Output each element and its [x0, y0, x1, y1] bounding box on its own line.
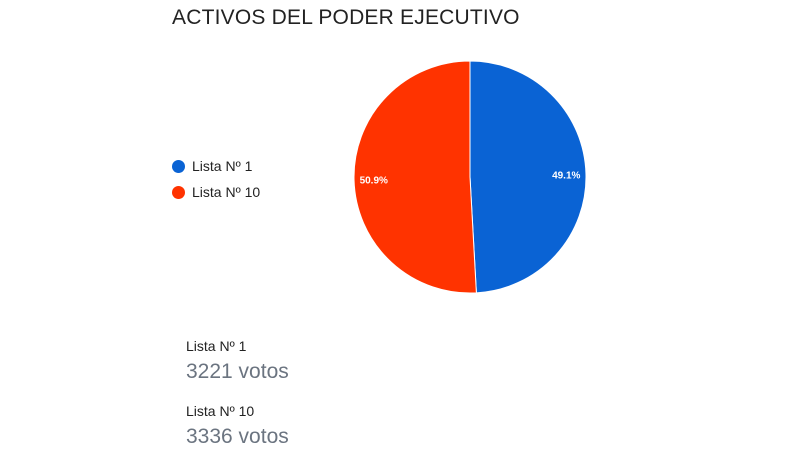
result-name-lista-10: Lista Nº 10 [186, 403, 255, 419]
result-name-lista-1: Lista Nº 1 [186, 338, 247, 354]
result-lista-1: Lista Nº 1 3221 votos [186, 338, 289, 384]
legend-label-lista-10: Lista Nº 10 [192, 184, 261, 200]
legend-label-lista-1: Lista Nº 1 [192, 158, 253, 174]
pie-slice-label-2: 50.9% [360, 176, 388, 187]
pie-slice-label-1: 49.1% [552, 170, 580, 181]
result-lista-10: Lista Nº 10 3336 votos [186, 403, 289, 449]
legend-item-lista-1[interactable]: Lista Nº 1 [172, 154, 260, 178]
result-votes-lista-1: 3221 votos [186, 360, 289, 383]
legend-item-lista-10[interactable]: Lista Nº 10 [172, 180, 260, 204]
legend-swatch-lista-1 [172, 159, 185, 173]
pie-slice-2[interactable] [353, 60, 477, 294]
pie-slice-1[interactable] [469, 60, 587, 294]
legend: Lista Nº 1 Lista Nº 10 [172, 154, 260, 206]
result-votes-lista-10: 3336 votos [186, 425, 289, 448]
legend-swatch-lista-10 [172, 185, 185, 199]
chart-title: ACTIVOS DEL PODER EJECUTIVO [172, 6, 520, 29]
